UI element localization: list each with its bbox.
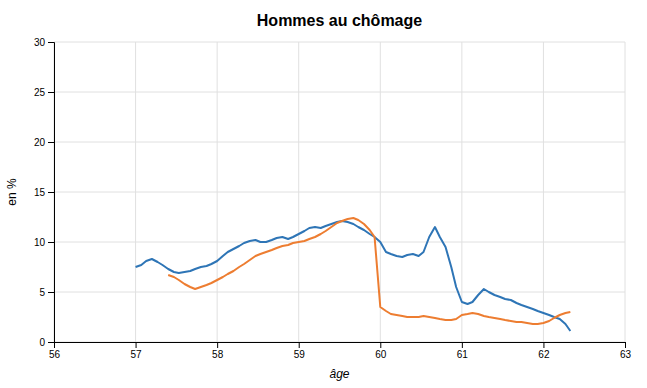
y-tick-label: 5 bbox=[39, 287, 45, 298]
x-tick: 60 bbox=[375, 342, 387, 360]
y-axis-title: en % bbox=[5, 178, 19, 206]
x-tick-label: 62 bbox=[538, 349, 550, 360]
x-tick-mark bbox=[543, 342, 544, 348]
x-tick-mark bbox=[299, 342, 300, 348]
y-axis-line bbox=[48, 43, 55, 343]
y-tick-mark bbox=[48, 142, 54, 143]
x-tick-label: 63 bbox=[620, 349, 632, 360]
x-tick: 63 bbox=[620, 342, 632, 360]
grid-line-y bbox=[54, 292, 625, 293]
y-tick-mark bbox=[48, 92, 54, 93]
grid-line-y bbox=[54, 142, 625, 143]
y-tick: 0 bbox=[39, 337, 54, 348]
x-tick-mark bbox=[217, 342, 218, 348]
grid-line-y bbox=[54, 192, 625, 193]
x-tick-label: 61 bbox=[457, 349, 469, 360]
y-tick-label: 10 bbox=[34, 237, 46, 248]
y-tick-label: 20 bbox=[34, 137, 46, 148]
x-tick-label: 59 bbox=[294, 349, 306, 360]
grid-line-y bbox=[54, 242, 625, 243]
x-axis-title: âge bbox=[329, 367, 349, 381]
x-tick-label: 56 bbox=[49, 349, 61, 360]
y-tick-label: 30 bbox=[34, 37, 46, 48]
y-tick-label: 0 bbox=[39, 337, 45, 348]
y-tick-label: 25 bbox=[34, 87, 46, 98]
series-line bbox=[136, 221, 571, 331]
x-tick-label: 60 bbox=[375, 349, 387, 360]
x-tick: 58 bbox=[212, 342, 224, 360]
x-tick-mark bbox=[380, 342, 381, 348]
y-tick-mark bbox=[48, 42, 54, 43]
x-tick: 62 bbox=[538, 342, 550, 360]
y-tick: 20 bbox=[34, 137, 54, 148]
x-tick-mark bbox=[136, 342, 137, 348]
grid bbox=[54, 42, 625, 342]
y-tick: 10 bbox=[34, 237, 54, 248]
title: Hommes au chômage bbox=[257, 12, 422, 29]
y-tick: 25 bbox=[34, 87, 54, 98]
y-tick: 30 bbox=[34, 37, 54, 48]
grid-line-y bbox=[54, 92, 625, 93]
chart: 56 57 58 59 60 61 62 63 0 5 10 15 20 25 30 Hommes au ch… bbox=[0, 0, 647, 388]
y-tick: 5 bbox=[39, 287, 54, 298]
y-tick-mark bbox=[48, 242, 54, 243]
plot: 56 57 58 59 60 61 62 63 0 5 10 15 20 25 30 bbox=[34, 37, 632, 360]
grid-line-y bbox=[54, 42, 625, 43]
x-tick: 61 bbox=[457, 342, 469, 360]
x-tick: 57 bbox=[131, 342, 143, 360]
x-axis-line bbox=[55, 343, 626, 349]
y-tick-label: 15 bbox=[34, 187, 46, 198]
y-tick-mark bbox=[48, 192, 54, 193]
y-tick-mark bbox=[48, 342, 54, 343]
series-line bbox=[168, 218, 570, 324]
y-tick: 15 bbox=[34, 187, 54, 198]
y-axis: 0 5 10 15 20 25 30 bbox=[34, 37, 55, 348]
x-axis: 56 57 58 59 60 61 62 63 bbox=[49, 342, 632, 360]
y-tick-mark bbox=[48, 292, 54, 293]
x-tick-label: 57 bbox=[131, 349, 143, 360]
x-tick-mark bbox=[625, 342, 626, 348]
x-tick-label: 58 bbox=[212, 349, 224, 360]
series-group bbox=[136, 218, 571, 331]
x-tick: 59 bbox=[294, 342, 306, 360]
x-tick-mark bbox=[462, 342, 463, 348]
x-tick: 56 bbox=[49, 342, 61, 360]
